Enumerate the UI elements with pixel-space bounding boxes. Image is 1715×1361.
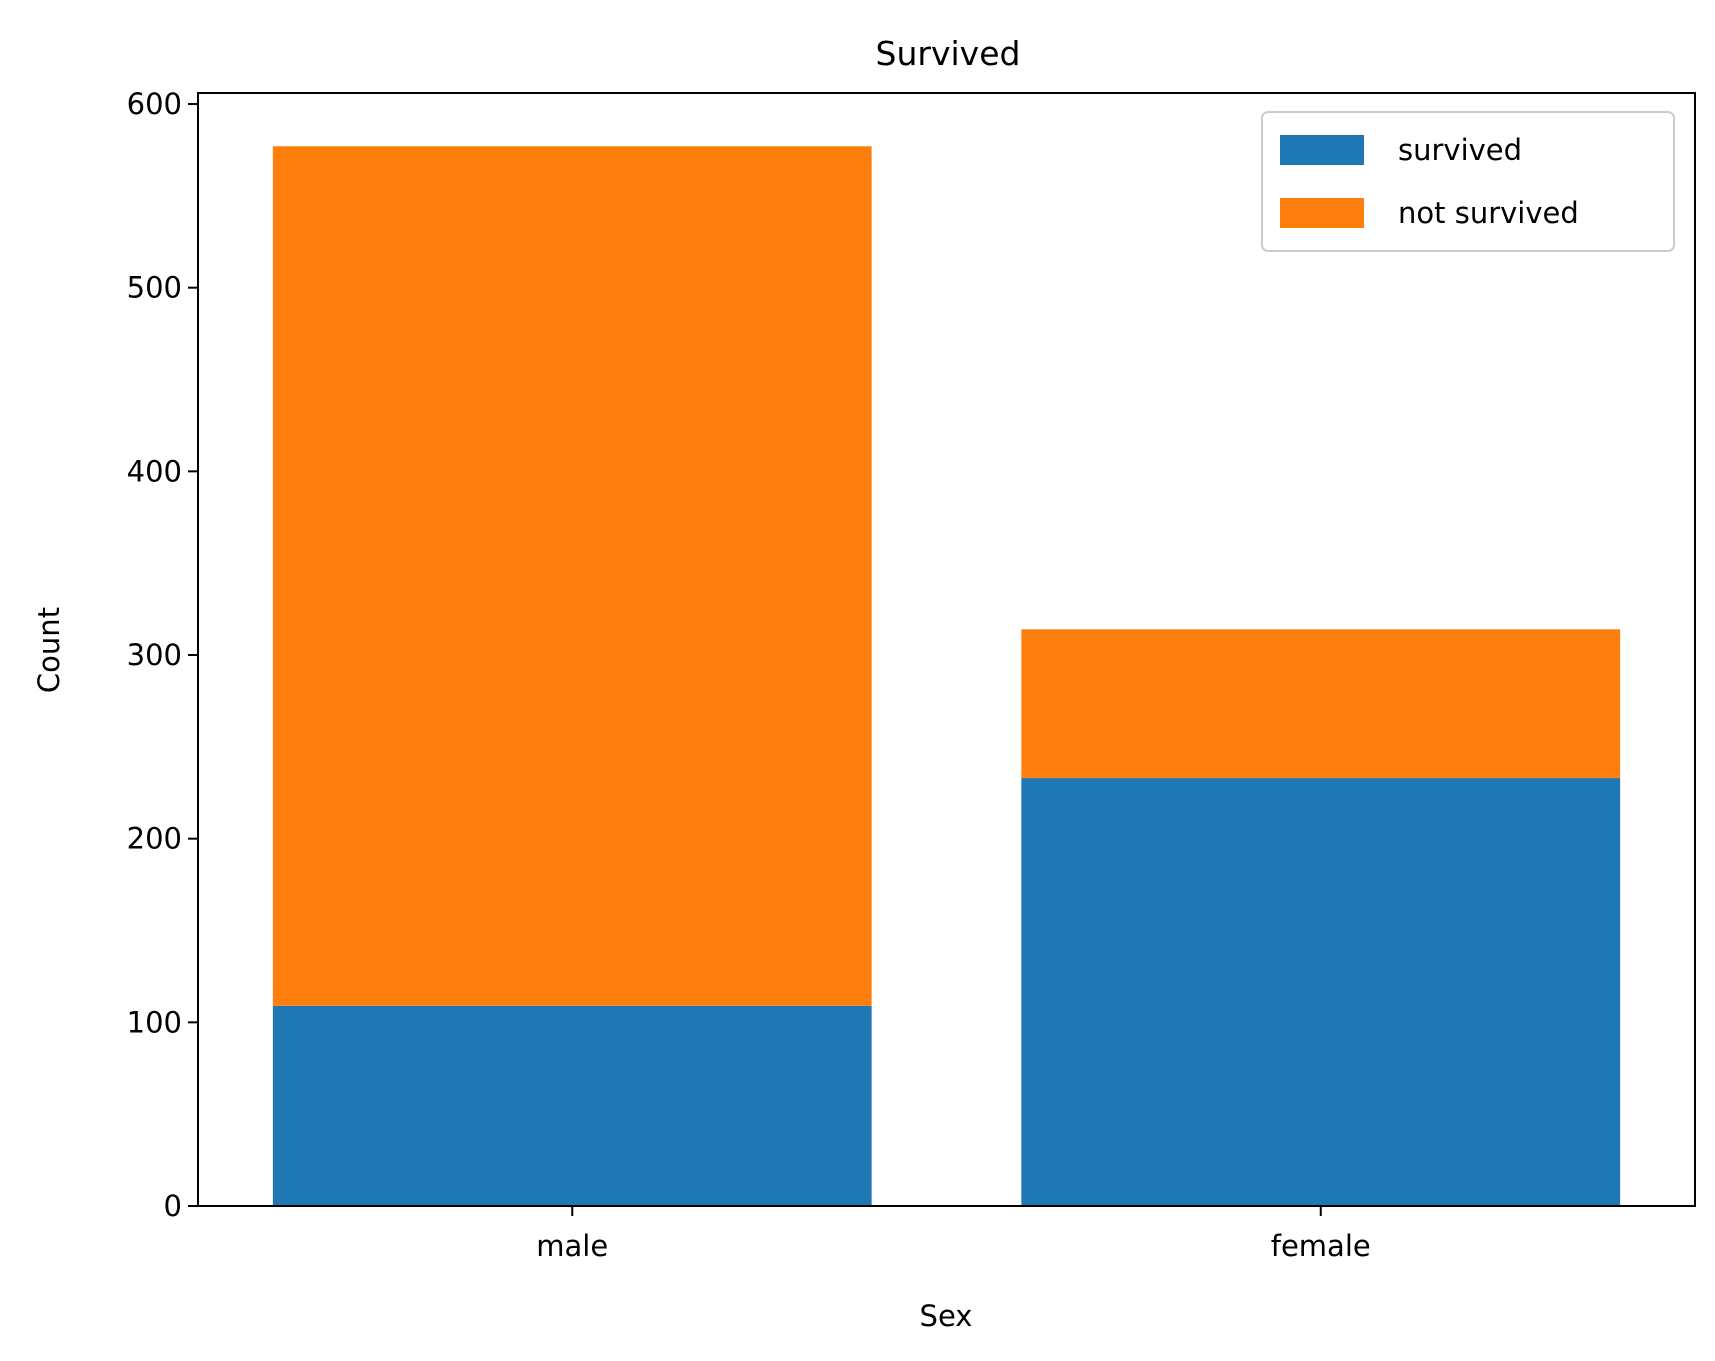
x-tick-label-male: male <box>536 1229 608 1263</box>
bar-female-not-survived <box>1021 629 1621 779</box>
y-tick-label-0: 0 <box>164 1189 182 1223</box>
bar-female-survived <box>1021 778 1621 1206</box>
y-tick-label-600: 600 <box>127 87 182 121</box>
y-axis-label: Count <box>32 607 66 693</box>
y-tick-label-300: 300 <box>127 638 182 672</box>
y-tick-label-500: 500 <box>127 271 182 305</box>
bars-group <box>272 146 1621 1206</box>
legend: survived not survived <box>1261 111 1675 252</box>
chart-title: Survived <box>876 34 1021 73</box>
legend-label-survived: survived <box>1398 133 1522 167</box>
x-axis-label: Sex <box>920 1299 973 1333</box>
legend-swatch-survived <box>1280 135 1364 165</box>
bar-male-survived <box>272 1005 872 1206</box>
x-tick-label-female: female <box>1271 1229 1371 1263</box>
legend-frame <box>1261 111 1675 252</box>
x-axis: male female <box>536 1206 1371 1263</box>
bar-male-not-survived <box>272 146 872 1006</box>
legend-swatch-not-survived <box>1280 198 1364 228</box>
legend-label-not-survived: not survived <box>1398 196 1579 230</box>
y-tick-label-100: 100 <box>127 1005 182 1039</box>
y-axis: 0 100 200 300 400 500 600 <box>127 87 198 1223</box>
y-tick-label-200: 200 <box>127 822 182 856</box>
y-tick-label-400: 400 <box>127 454 182 488</box>
plot-frame <box>197 92 1696 1207</box>
